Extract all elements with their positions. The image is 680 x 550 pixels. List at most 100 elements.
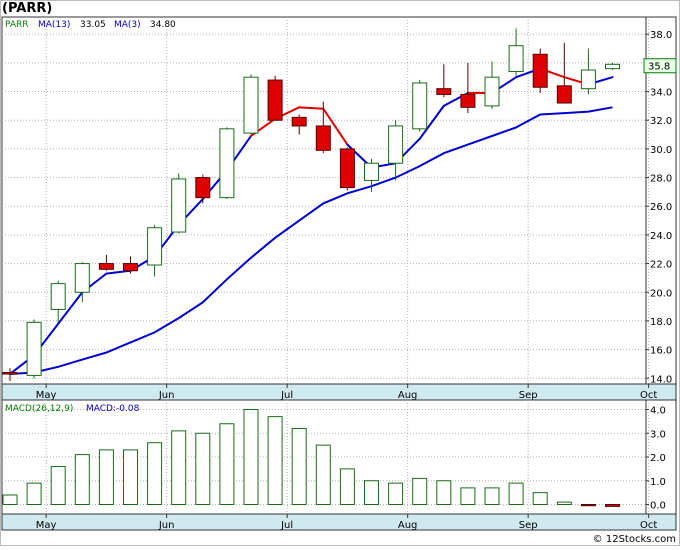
legend-ma3-value: 34.80	[150, 20, 176, 30]
price-y-tick-label: 38.0	[650, 30, 672, 41]
price-x-tick-label: Jun	[158, 390, 175, 401]
candle-body	[291, 116, 307, 127]
candle-body	[508, 45, 524, 72]
candle	[2, 368, 18, 382]
price-panel	[1, 16, 677, 385]
macd-x-tick-label: Aug	[398, 520, 418, 531]
ma3-segment	[298, 106, 325, 110]
macd-x-tick-label: Sep	[519, 520, 538, 531]
candle	[219, 127, 235, 200]
macd-y-tick-label: 0.0	[650, 501, 666, 512]
price-y-tick-label: 14.0	[650, 374, 672, 385]
macd-x-axis: May Jun Jul Aug Sep Oct	[36, 514, 657, 531]
chart-title: (PARR)	[2, 1, 52, 16]
macd-bar	[484, 487, 500, 505]
candle-body	[388, 125, 404, 164]
candle-body	[50, 283, 66, 310]
candle	[267, 75, 283, 121]
ma13-line	[9, 106, 613, 375]
macd-bar	[74, 454, 90, 505]
macd-x-tick-label: Jun	[158, 520, 175, 531]
legend-ticker: PARR	[5, 20, 29, 30]
price-y-tick-label: 22.0	[650, 260, 672, 271]
candle-body	[98, 263, 114, 270]
footer-copyright: © 12Stocks.com	[593, 534, 676, 545]
macd-bar	[26, 482, 42, 505]
macd-bar	[243, 409, 259, 505]
candle	[556, 42, 572, 104]
candle-body	[436, 88, 452, 95]
current-price-tag: 35.8	[643, 58, 677, 74]
price-y-tick-label: 28.0	[650, 174, 672, 185]
candle	[98, 254, 114, 271]
macd-x-tick-label: Jul	[280, 520, 293, 531]
legend-ma3-label: MA(3)	[114, 20, 141, 30]
macd-y-axis: 0.0 1.0 2.0 3.0 4.0	[645, 400, 666, 514]
candle	[243, 74, 259, 135]
candle-body	[267, 79, 283, 121]
price-x-axis-band	[1, 383, 677, 401]
candle	[580, 48, 596, 95]
macd-bars	[2, 409, 620, 507]
candle	[147, 224, 163, 277]
price-x-tick-label: Jul	[280, 390, 293, 401]
candle	[291, 114, 307, 135]
macd-bar	[50, 466, 66, 505]
macd-y-tick-label: 1.0	[650, 477, 666, 488]
macd-bar	[532, 492, 548, 505]
macd-x-axis-band	[1, 513, 677, 531]
macd-bar	[556, 501, 572, 505]
candle	[460, 62, 476, 114]
price-y-tick-label: 34.0	[650, 88, 672, 99]
candle	[484, 61, 500, 109]
candle-body	[147, 227, 163, 266]
macd-bar	[219, 423, 235, 505]
price-x-tick-label: Oct	[640, 390, 657, 401]
candle	[508, 28, 524, 76]
candle	[339, 147, 355, 191]
price-y-tick-label: 20.0	[650, 288, 672, 299]
macd-bar	[436, 480, 452, 505]
price-x-tick-label: May	[36, 390, 57, 401]
candle-body	[123, 263, 138, 272]
price-y-tick-label: 26.0	[650, 202, 672, 213]
macd-bar	[388, 482, 404, 505]
candle-body	[364, 162, 379, 181]
macd-x-tick-label: Oct	[640, 520, 657, 531]
current-price-label: 35.8	[648, 62, 670, 73]
price-y-tick-label: 24.0	[650, 231, 672, 242]
legend-ma13-value: 33.05	[80, 20, 106, 30]
macd-y-tick-label: 3.0	[650, 429, 666, 440]
macd-bar	[412, 477, 428, 505]
candle	[605, 62, 620, 71]
ma3-segment	[57, 291, 84, 325]
candle	[364, 158, 379, 192]
candle-body	[460, 93, 476, 108]
candle-body	[243, 76, 259, 134]
candle-body	[219, 128, 235, 199]
macd-bar	[291, 428, 307, 505]
macd-bar	[364, 480, 379, 505]
price-x-tick-label: Aug	[398, 390, 418, 401]
candle-body	[556, 85, 572, 104]
candle-body	[484, 76, 500, 107]
macd-bar	[171, 430, 187, 505]
macd-bar	[147, 442, 163, 505]
candle-body	[532, 53, 548, 88]
macd-bar	[123, 449, 138, 505]
ma13-series	[9, 106, 613, 375]
macd-bar	[315, 444, 331, 505]
candle	[171, 173, 187, 234]
macd-bar	[195, 432, 211, 505]
candle	[315, 101, 331, 154]
candle-body	[171, 178, 187, 233]
macd-bar	[605, 504, 620, 507]
macd-bar	[580, 504, 596, 507]
macd-bar	[508, 482, 524, 505]
macd-y-tick-label: 2.0	[650, 453, 666, 464]
candle-body	[2, 372, 18, 375]
macd-bar	[267, 416, 283, 505]
candle-body	[580, 69, 596, 90]
price-x-axis: May Jun Jul Aug Sep Oct	[36, 384, 657, 401]
